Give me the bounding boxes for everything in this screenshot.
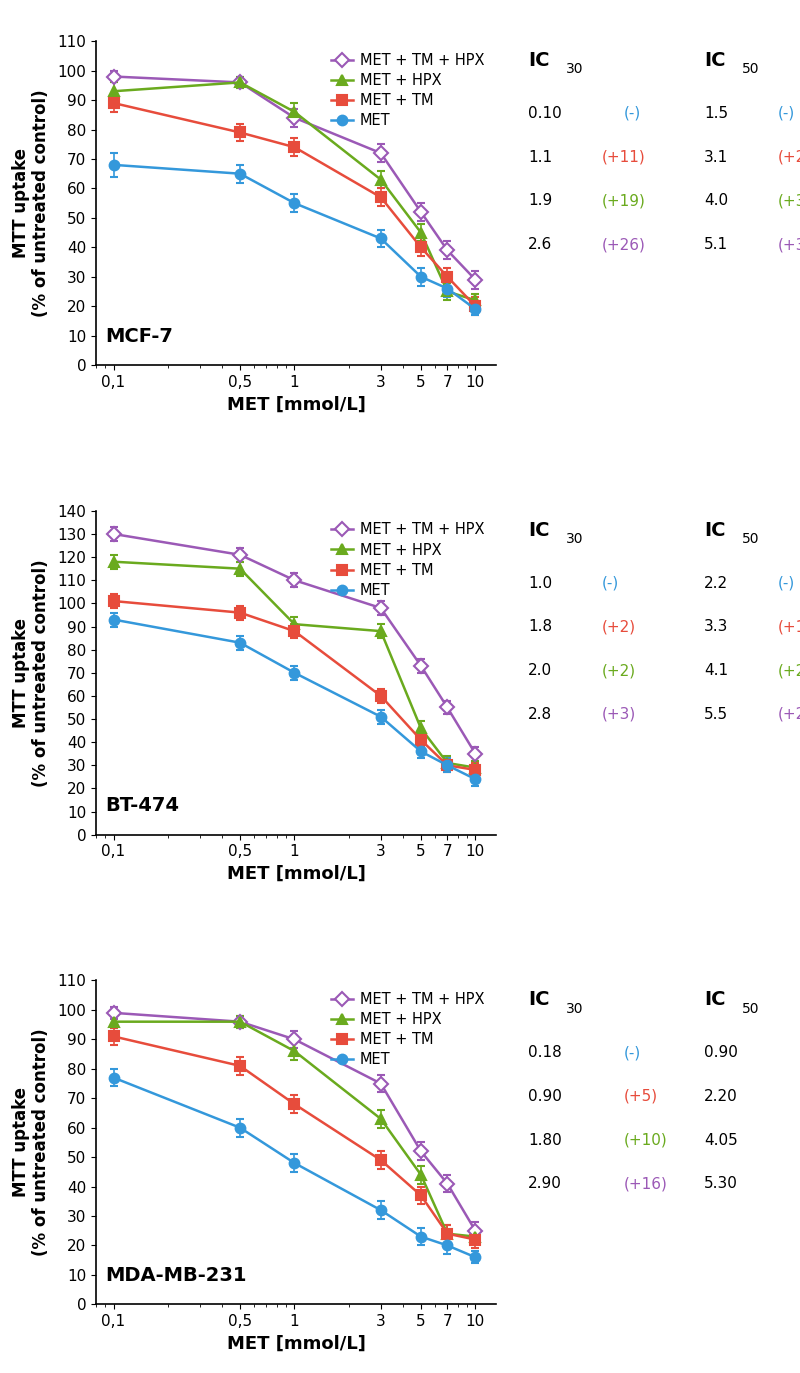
Text: 4.1: 4.1 (704, 663, 728, 678)
Text: IC: IC (704, 990, 726, 1009)
Text: 0.18: 0.18 (528, 1045, 562, 1060)
Y-axis label: MTT uptake
(% of untreated control): MTT uptake (% of untreated control) (12, 89, 50, 317)
Text: 2.90: 2.90 (528, 1177, 562, 1192)
Text: 1.9: 1.9 (528, 194, 552, 209)
Text: (+26): (+26) (602, 238, 646, 253)
Text: 3.3: 3.3 (704, 619, 728, 634)
Text: 0.90: 0.90 (704, 1045, 738, 1060)
Text: (+2): (+2) (778, 150, 800, 165)
Text: 30: 30 (566, 531, 583, 546)
Text: 0.90: 0.90 (528, 1089, 562, 1104)
Text: IC: IC (704, 520, 726, 540)
Text: (+10): (+10) (624, 1133, 668, 1148)
Text: IC: IC (528, 520, 550, 540)
Legend: MET + TM + HPX, MET + HPX, MET + TM, MET: MET + TM + HPX, MET + HPX, MET + TM, MET (326, 518, 489, 603)
Text: MDA-MB-231: MDA-MB-231 (106, 1266, 246, 1285)
Text: 30: 30 (566, 62, 583, 77)
Text: (+1.5): (+1.5) (778, 619, 800, 634)
Text: 1.0: 1.0 (528, 575, 552, 590)
Text: 2.8: 2.8 (528, 707, 552, 722)
Text: 1.80: 1.80 (528, 1133, 562, 1148)
Text: (+2.5): (+2.5) (778, 707, 800, 722)
X-axis label: MET [mmol/L]: MET [mmol/L] (226, 395, 366, 413)
Text: 30: 30 (566, 1001, 583, 1016)
Text: (+16): (+16) (624, 1177, 668, 1192)
Text: 2.2: 2.2 (704, 575, 728, 590)
Text: 2.6: 2.6 (528, 238, 552, 253)
X-axis label: MET [mmol/L]: MET [mmol/L] (226, 865, 366, 883)
Text: 2.20: 2.20 (704, 1089, 738, 1104)
Y-axis label: MTT uptake
(% of untreated control): MTT uptake (% of untreated control) (12, 1028, 50, 1256)
Text: 0.10: 0.10 (528, 106, 562, 121)
Text: 50: 50 (742, 62, 759, 77)
Text: (+2): (+2) (602, 619, 636, 634)
Text: (-): (-) (778, 106, 795, 121)
Text: BT-474: BT-474 (106, 796, 179, 816)
X-axis label: MET [mmol/L]: MET [mmol/L] (226, 1335, 366, 1352)
Text: MCF-7: MCF-7 (106, 327, 173, 346)
Text: (+19): (+19) (602, 194, 646, 209)
Text: (-): (-) (602, 575, 619, 590)
Text: IC: IC (528, 51, 550, 70)
Text: 50: 50 (742, 1001, 759, 1016)
Text: (+11): (+11) (602, 150, 646, 165)
Text: (+3): (+3) (778, 194, 800, 209)
Text: IC: IC (528, 990, 550, 1009)
Legend: MET + TM + HPX, MET + HPX, MET + TM, MET: MET + TM + HPX, MET + HPX, MET + TM, MET (326, 987, 489, 1072)
Text: 2.0: 2.0 (528, 663, 552, 678)
Text: 5.1: 5.1 (704, 238, 728, 253)
Text: (+3): (+3) (602, 707, 636, 722)
Text: (-): (-) (624, 1045, 642, 1060)
Text: (+2): (+2) (602, 663, 636, 678)
Text: 4.05: 4.05 (704, 1133, 738, 1148)
Text: 1.1: 1.1 (528, 150, 552, 165)
Text: IC: IC (704, 51, 726, 70)
Text: 50: 50 (742, 531, 759, 546)
Text: (+5): (+5) (624, 1089, 658, 1104)
Text: (+3): (+3) (778, 238, 800, 253)
Text: (-): (-) (778, 575, 795, 590)
Legend: MET + TM + HPX, MET + HPX, MET + TM, MET: MET + TM + HPX, MET + HPX, MET + TM, MET (326, 48, 489, 133)
Text: 1.8: 1.8 (528, 619, 552, 634)
Text: 4.0: 4.0 (704, 194, 728, 209)
Text: (-): (-) (624, 106, 642, 121)
Text: 1.5: 1.5 (704, 106, 728, 121)
Text: 5.5: 5.5 (704, 707, 728, 722)
Text: 5.30: 5.30 (704, 1177, 738, 1192)
Y-axis label: MTT uptake
(% of untreated control): MTT uptake (% of untreated control) (11, 559, 50, 787)
Text: 3.1: 3.1 (704, 150, 728, 165)
Text: (+2.0): (+2.0) (778, 663, 800, 678)
